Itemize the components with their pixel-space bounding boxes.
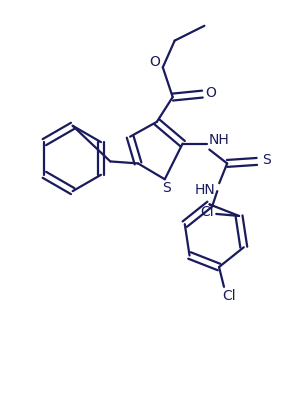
Text: O: O — [149, 55, 160, 69]
Text: Cl: Cl — [201, 205, 214, 219]
Text: HN: HN — [195, 183, 216, 197]
Text: S: S — [262, 153, 271, 167]
Text: Cl: Cl — [222, 289, 236, 303]
Text: NH: NH — [209, 133, 229, 147]
Text: O: O — [205, 86, 216, 100]
Text: S: S — [162, 181, 171, 195]
